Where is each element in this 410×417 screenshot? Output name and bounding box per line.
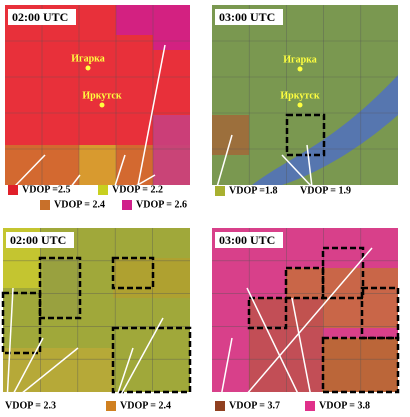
grid-cell — [43, 258, 80, 318]
legend-label: VDOP =1.8 — [229, 185, 277, 196]
zone-outline — [247, 296, 288, 330]
zone-outline — [111, 256, 155, 290]
zone-outline — [284, 266, 325, 300]
time-label: 03:00 UTC — [219, 233, 275, 247]
leader-line — [306, 144, 313, 188]
map-panel: 03:00 UTC — [212, 5, 398, 185]
time-box — [215, 232, 283, 248]
map-panel: 02:00 UTC — [1, 228, 192, 394]
city-label: Игарка — [283, 54, 317, 65]
legend-swatch — [215, 401, 225, 411]
city-dot — [99, 102, 105, 108]
city-dot — [85, 65, 91, 71]
legend-label: VDOP = 2.4 — [120, 400, 171, 411]
city-dot — [297, 102, 303, 108]
legend-label: VDOP = 2.3 — [5, 400, 56, 411]
zone-outline — [285, 113, 326, 157]
leader-line — [291, 297, 313, 403]
leader-line — [216, 134, 233, 188]
grid-cell — [113, 258, 190, 298]
city-label: Иркутск — [82, 90, 121, 101]
time-box — [6, 232, 74, 248]
leader-line — [10, 347, 79, 403]
leader-line — [14, 154, 46, 187]
leader-line — [114, 347, 134, 403]
time-label: 03:00 UTC — [219, 10, 275, 24]
zone-outline — [38, 256, 82, 320]
time-box — [215, 9, 283, 25]
lake — [252, 75, 398, 185]
leader-line — [246, 287, 303, 403]
legend-swatch — [106, 401, 116, 411]
leader-line — [116, 317, 164, 403]
grid-cell — [79, 145, 116, 185]
zone-outline — [360, 286, 400, 340]
leader-line — [6, 287, 14, 403]
zone-outline — [321, 336, 400, 394]
legend-label: VDOP = 2.4 — [54, 199, 105, 210]
grid-cell — [116, 5, 153, 35]
grid-cell — [3, 348, 113, 392]
zone-outline — [111, 326, 192, 394]
leader-line — [219, 337, 233, 403]
grid-cell — [153, 115, 190, 185]
leader-line — [114, 154, 126, 187]
legend-swatch — [40, 200, 50, 210]
legend-swatch — [122, 200, 132, 210]
city-label: Игарка — [71, 53, 105, 64]
zone-outline — [321, 246, 365, 300]
legend-swatch — [8, 185, 18, 195]
leader-line — [59, 174, 81, 202]
legend-label: VDOP = 2.2 — [112, 184, 163, 195]
legend-label: VDOP = 3.8 — [319, 400, 370, 411]
leader-line — [8, 337, 44, 403]
legend-label: VDOP =2.5 — [22, 184, 70, 195]
map-panel: 02:00 UTC — [5, 5, 190, 185]
grid-cell — [322, 338, 398, 392]
legend-swatch — [98, 185, 108, 195]
city-dot — [297, 66, 303, 72]
legend-label: VDOP = 2.6 — [136, 199, 187, 210]
grid-cell — [153, 5, 190, 50]
leader-line — [109, 174, 156, 202]
leader-line — [239, 247, 373, 403]
legend-label: VDOP = 1.9 — [300, 185, 351, 196]
leader-line — [134, 44, 166, 202]
time-label: 02:00 UTC — [10, 233, 66, 247]
zone-outline — [1, 291, 42, 355]
legend-swatch — [305, 401, 315, 411]
legend-label: VDOP = 3.7 — [229, 400, 280, 411]
grid-cell — [212, 115, 249, 155]
legend-swatch — [215, 186, 225, 196]
time-box — [8, 9, 76, 25]
leader-line — [281, 154, 313, 188]
city-label: Иркутск — [280, 90, 319, 101]
time-label: 02:00 UTC — [12, 10, 68, 24]
